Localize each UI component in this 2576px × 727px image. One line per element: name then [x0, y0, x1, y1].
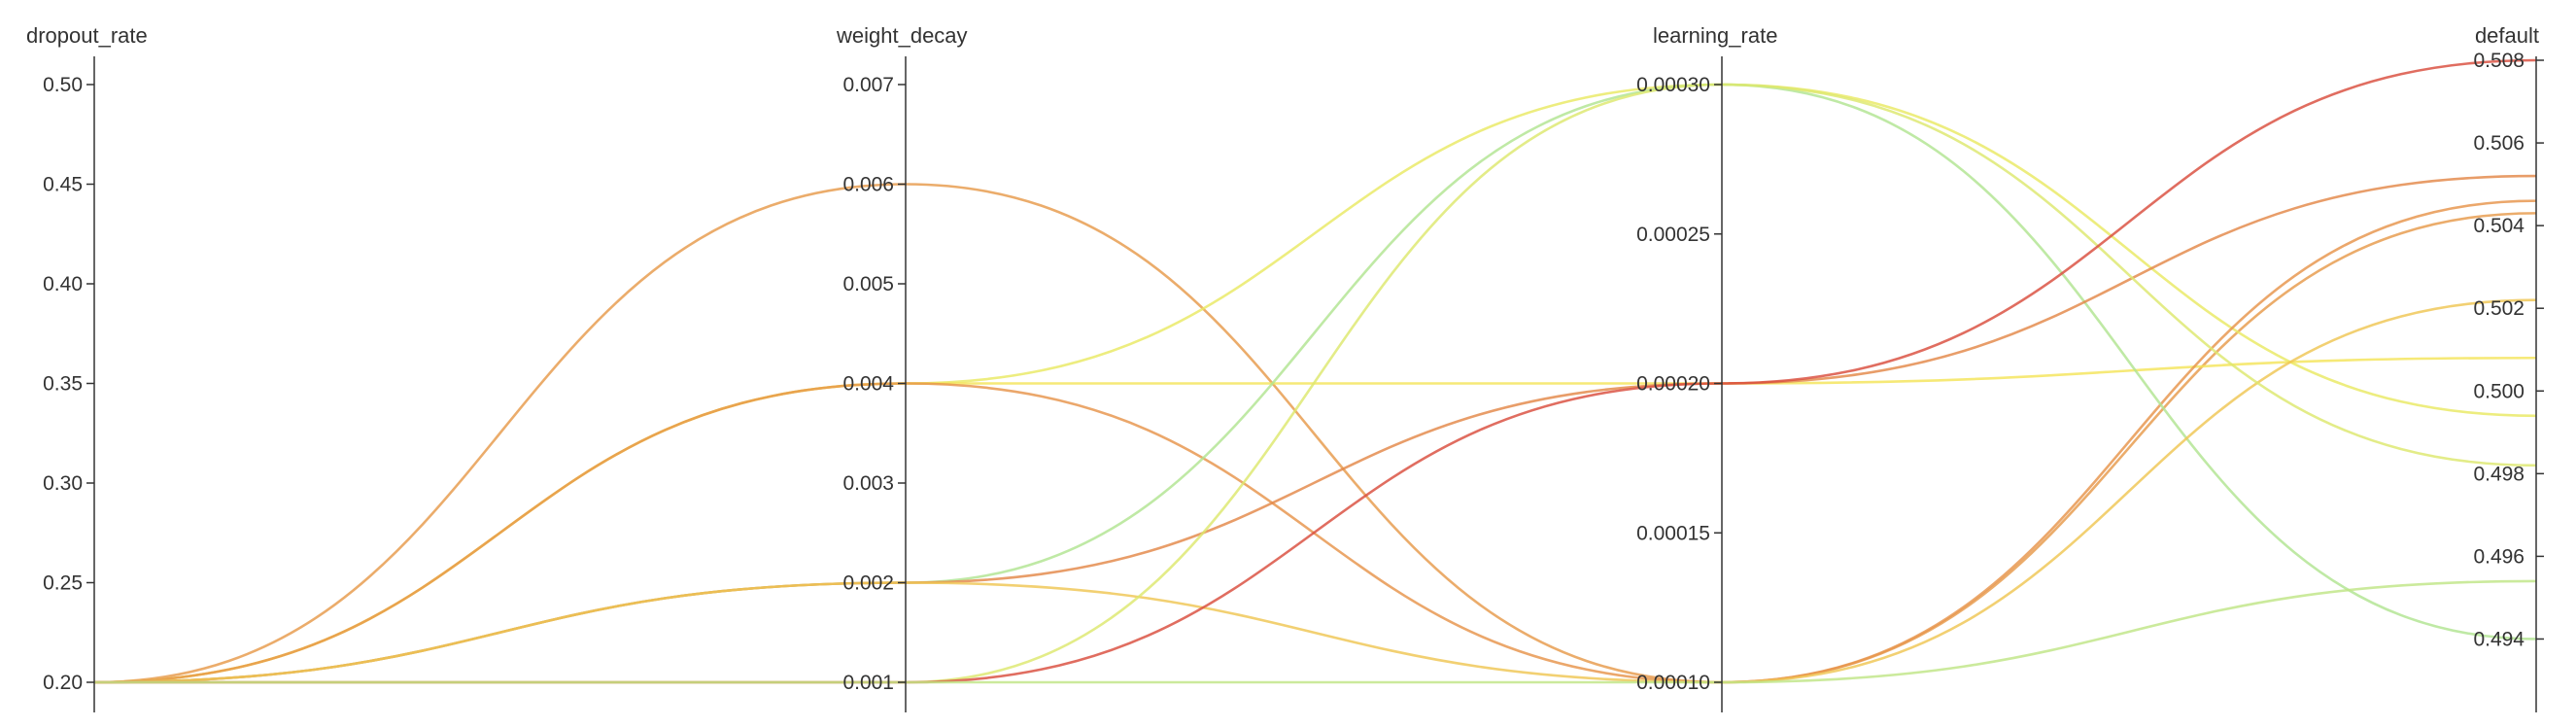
tick-label: 0.498 [2473, 463, 2524, 485]
tick-label: 0.494 [2473, 628, 2524, 650]
tick-label: 0.502 [2473, 297, 2524, 320]
series-line-4[interactable] [93, 199, 2537, 684]
series-line-6[interactable] [93, 174, 2537, 684]
series-line-8[interactable] [93, 83, 2537, 684]
tick-label: 0.00015 [1636, 522, 1710, 544]
tick-label: 0.005 [842, 273, 894, 295]
tick-label: 0.20 [43, 672, 83, 694]
tick-label: 0.45 [43, 174, 83, 196]
axis-title: weight_decay [836, 23, 968, 48]
series-line-10[interactable] [93, 579, 2537, 684]
tick-label: 0.001 [842, 672, 894, 694]
series-line-1[interactable] [93, 183, 2537, 684]
axis-title: learning_rate [1653, 23, 1777, 48]
tick-label: 0.35 [43, 373, 83, 396]
tick-label: 0.508 [2473, 50, 2524, 72]
tick-label: 0.00030 [1636, 74, 1710, 96]
tick-label: 0.504 [2473, 215, 2524, 237]
tick-label: 0.00020 [1636, 373, 1710, 396]
axis-weight_decay: weight_decay 0.001 0.002 0.003 0.004 0.005 0.0… [836, 23, 968, 712]
axis-dropout_rate: dropout_rate 0.20 0.25 0.30 0.35 0.40 0.45 0.50 [26, 23, 148, 712]
tick-label: 0.007 [842, 74, 894, 96]
series-line-7[interactable] [93, 298, 2537, 684]
tick-label: 0.003 [842, 472, 894, 495]
tick-label: 0.006 [842, 174, 894, 196]
tick-label: 0.00010 [1636, 672, 1710, 694]
axes: dropout_rate 0.20 0.25 0.30 0.35 0.40 0.45 0.50… [26, 23, 2544, 712]
tick-label: 0.30 [43, 472, 83, 495]
tick-label: 0.50 [43, 74, 83, 96]
tick-label: 0.40 [43, 273, 83, 295]
tick-label: 0.506 [2473, 132, 2524, 155]
tick-label: 0.500 [2473, 380, 2524, 402]
tick-label: 0.004 [842, 373, 894, 396]
axis-default: default 0.494 0.496 0.498 0.500 0.502 0.504 0.5… [2473, 23, 2544, 712]
tick-label: 0.002 [842, 572, 894, 595]
axis-title: default [2475, 23, 2539, 48]
series-line-9[interactable] [93, 58, 2537, 684]
axis-title: dropout_rate [26, 23, 148, 48]
axis-learning_rate: learning_rate 0.00010 0.00015 0.00020 0.0002… [1636, 23, 1777, 712]
tick-label: 0.25 [43, 572, 83, 595]
series-lines [93, 58, 2537, 684]
tick-label: 0.00025 [1636, 224, 1710, 246]
tick-label: 0.496 [2473, 545, 2524, 568]
